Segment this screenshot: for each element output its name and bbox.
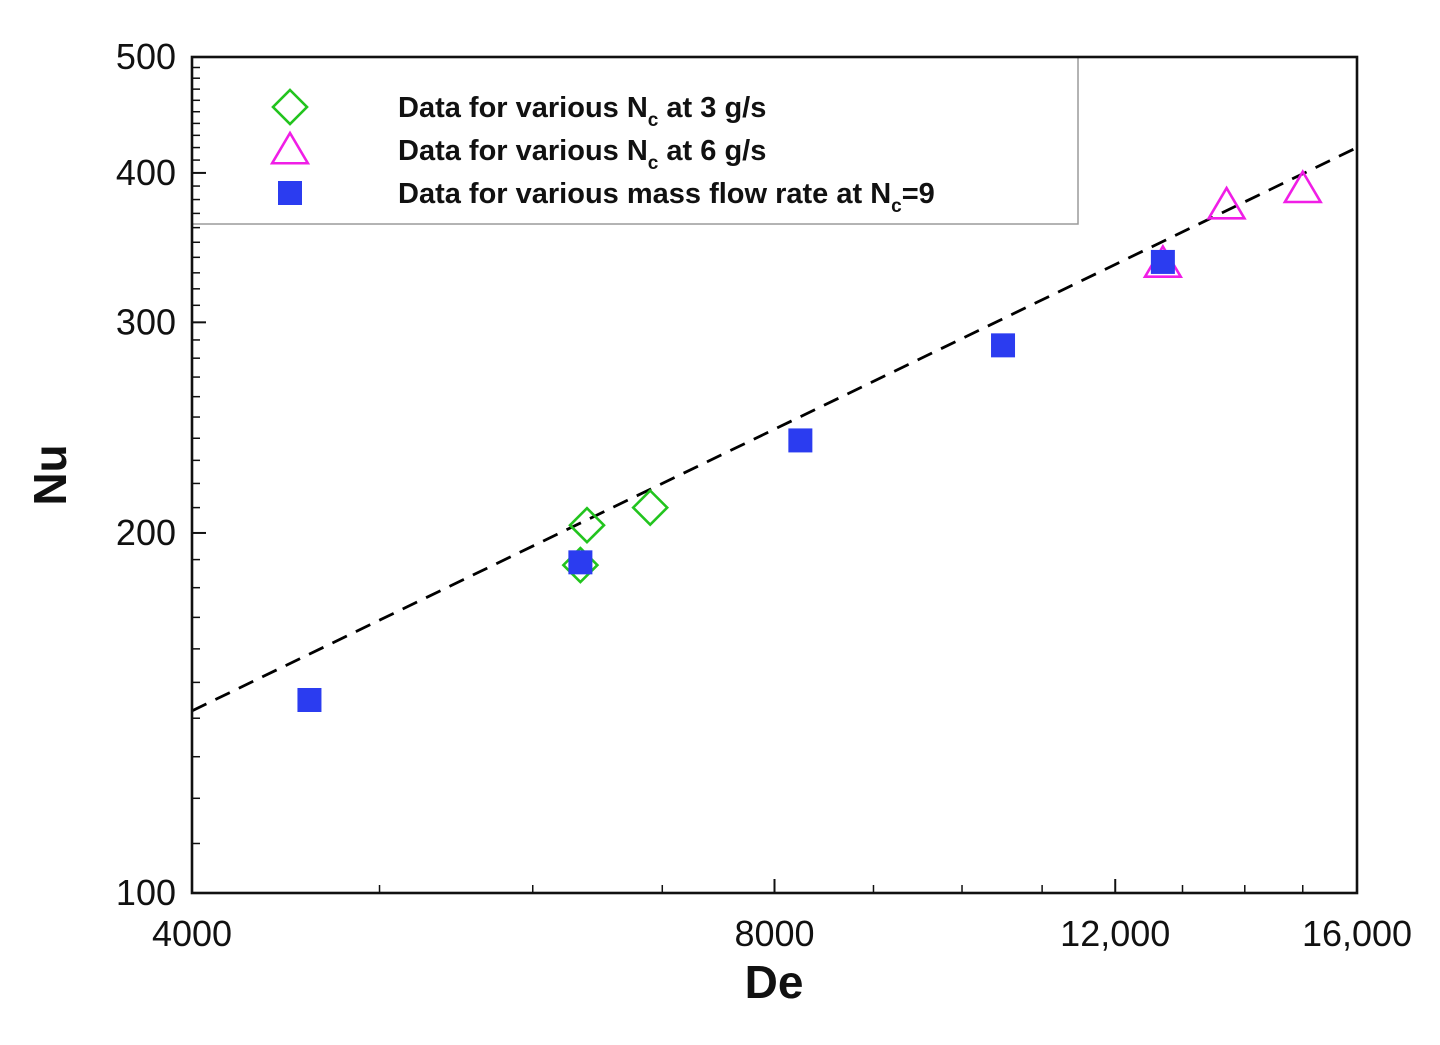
x-tick-label-3: 12,000 xyxy=(1060,913,1170,954)
series-3-point-2 xyxy=(568,550,593,575)
legend-label-2: Data for various Nc at 6 g/s xyxy=(398,135,766,174)
series-2-point-2 xyxy=(1206,185,1247,220)
legend-marker-3 xyxy=(278,181,302,205)
fit-line xyxy=(191,146,1358,713)
y-tick-label-4: 400 xyxy=(116,152,176,193)
x-tick-label-1: 4000 xyxy=(152,913,232,954)
series-3-point-5 xyxy=(1150,249,1175,274)
series-1-point-2 xyxy=(568,506,606,545)
legend-marker-2 xyxy=(269,130,311,165)
y-axis-title: Nu xyxy=(24,444,76,505)
legend-label-1: Data for various Nc at 3 g/s xyxy=(398,92,766,131)
legend-box xyxy=(191,56,1079,225)
series-3-point-3 xyxy=(788,428,813,453)
x-tick-label-2: 8000 xyxy=(734,913,814,954)
legend-label-3: Data for various mass flow rate at Nc=9 xyxy=(398,178,935,217)
y-tick-label-2: 200 xyxy=(116,512,176,553)
y-tick-label-1: 100 xyxy=(116,872,176,913)
series-3-point-4 xyxy=(991,333,1016,358)
legend-marker-1 xyxy=(271,88,309,126)
x-tick-label-4: 16,000 xyxy=(1302,913,1412,954)
series-3-point-1 xyxy=(297,687,322,712)
y-tick-label-3: 300 xyxy=(116,301,176,342)
series-1-point-3 xyxy=(631,488,670,527)
y-tick-label-5: 500 xyxy=(116,36,176,77)
series-2-point-3 xyxy=(1282,169,1323,204)
x-axis-title: De xyxy=(745,956,804,1008)
